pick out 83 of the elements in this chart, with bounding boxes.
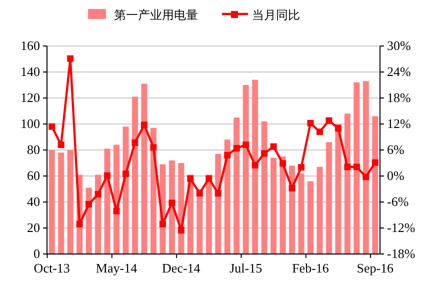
bar [307,181,314,254]
x-tick-label: Jul-15 [230,260,262,276]
y-tick-label: 160 [20,38,40,54]
bar [326,142,332,254]
bar [224,140,230,254]
bar [344,114,350,254]
bar [58,152,64,254]
legend-label: 当月同比 [252,8,300,22]
point [372,159,378,166]
bar [335,124,342,254]
y2-tick-label: 24% [387,64,411,80]
point [316,128,323,136]
x-tick-label: Sep-16 [356,260,394,276]
y-tick-label: 100 [20,116,40,132]
bar [234,118,240,254]
bar [316,166,323,254]
point [150,144,157,151]
bar [67,150,74,254]
y-tick-label: 120 [20,90,40,106]
point [76,220,83,228]
point [307,120,314,126]
y2-tick-label: 18% [387,90,411,106]
legend-label: 第一产业用电量 [114,8,198,22]
point [48,123,56,130]
y2-tick-label: 30% [387,38,411,54]
y2-tick-label: -12% [387,220,416,236]
point [86,200,92,208]
x-tick-label: Feb-16 [292,260,330,276]
point [168,200,176,206]
bar [354,82,360,254]
y2-tick-label: -6% [387,194,409,210]
point [224,152,231,158]
y2-tick-label: 0% [387,168,404,184]
point [187,175,194,182]
point [94,190,102,198]
point [214,190,222,197]
bar [362,81,369,254]
point [280,160,286,167]
bar [122,126,129,254]
point [132,139,138,146]
point [206,175,212,182]
point [122,170,129,178]
point [288,184,296,192]
point [58,142,64,148]
point [334,125,342,132]
bar [242,85,249,254]
point [178,226,184,234]
point [113,208,120,214]
y-tick-label: 0 [34,246,40,262]
x-tick-label: Oct-13 [34,260,70,276]
point [353,164,360,170]
bar [372,116,378,254]
point [326,117,332,124]
bar [270,158,277,254]
bar [132,96,138,254]
bar [141,84,148,254]
y-tick-label: 20 [27,220,40,236]
y-tick-label: 140 [20,64,40,80]
point [140,122,148,128]
point [298,164,304,171]
point [104,172,111,179]
y2-tick-label: 6% [387,142,404,158]
y2-tick-label: 12% [387,116,411,132]
bar [298,173,304,254]
point [252,162,258,168]
point [344,164,351,170]
x-tick-label: Dec-14 [162,260,201,276]
y-tick-label: 80 [27,142,40,158]
point [242,142,250,148]
y2-tick-label: -18% [387,246,416,262]
bar [261,121,268,254]
point [159,220,166,228]
point [261,150,268,157]
point [270,143,277,150]
bar [48,150,55,254]
point [196,190,203,197]
y-tick-label: 40 [27,194,40,210]
y-tick-label: 60 [27,168,40,184]
bar [252,80,258,254]
point [233,145,240,152]
point [67,55,74,62]
point [362,174,370,180]
x-tick-label: May-14 [96,260,138,276]
